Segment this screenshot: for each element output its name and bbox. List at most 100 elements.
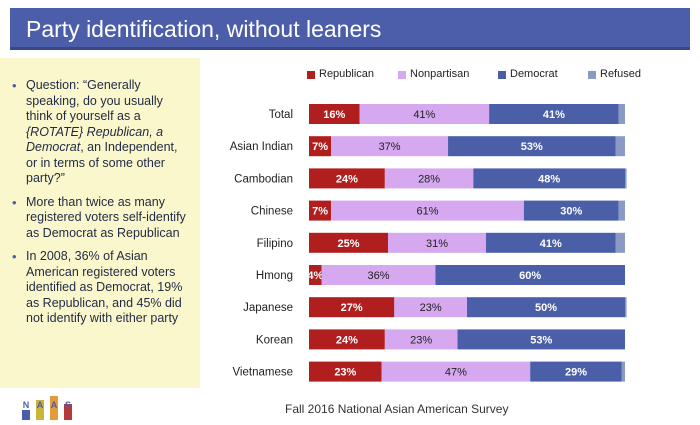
logo-bar [22,410,30,420]
note-item: Question: “Generally speaking, do you us… [12,78,192,187]
notes-panel: Question: “Generally speaking, do you us… [0,58,200,388]
data-label: 4% [307,270,323,282]
bar-segment-refused [618,200,625,221]
note-text: Question: “Generally speaking, do you us… [26,78,163,123]
note-text-italic: {ROTATE} Republican, a Democrat [26,124,164,155]
bar-segment-democrat [523,200,619,221]
bar-segment-democrat [467,297,625,318]
bar-segment-republican [309,329,385,350]
data-label: 23% [420,302,442,314]
data-label: 50% [535,302,557,314]
legend-swatch [307,71,315,79]
data-label: 48% [538,173,560,185]
bar-segment-refused [615,232,625,253]
category-label: Filipino [257,238,293,250]
bar-segment-democrat [473,168,625,189]
data-label: 24% [336,173,358,185]
note-item: More than twice as many registered voter… [12,195,192,242]
data-label: 37% [379,141,401,153]
bar-segment-democrat [485,232,616,253]
data-label: 27% [341,302,363,314]
bar-segment-refused [615,136,625,157]
logo-bar [50,396,58,420]
data-label: 23% [410,334,432,346]
data-label: 25% [337,238,359,250]
category-label: Japanese [243,302,293,314]
data-label: 30% [560,206,582,218]
bar-segment-nonpartisan [394,297,467,318]
data-label: 41% [543,109,565,121]
bar-segment-democrat [489,104,619,124]
note-text: In 2008, 36% of Asian American registere… [26,249,183,325]
bar-segment-republican [309,361,382,382]
notes-list: Question: “Generally speaking, do you us… [12,78,192,335]
category-label: Chinese [251,206,293,218]
category-label: Cambodian [234,173,293,185]
legend-label: Republican [319,68,375,80]
data-label: 16% [323,109,345,121]
source-note: Fall 2016 National Asian American Survey [285,402,509,416]
page-title: Party identification, without leaners [26,16,382,42]
note-item: In 2008, 36% of Asian American registere… [12,249,192,327]
category-label: Total [269,109,293,121]
bar-segment-republican [309,265,322,285]
note-text: More than twice as many registered voter… [26,194,186,240]
bar-segment-nonpartisan [331,200,524,221]
data-label: 24% [336,334,358,346]
legend-swatch [588,71,596,79]
bar-segment-democrat [448,136,616,157]
legend-label: Nonpartisan [410,68,470,80]
data-label: 7% [312,141,328,153]
data-label: 47% [445,367,467,379]
data-label: 53% [530,334,552,346]
data-label: 23% [334,367,356,379]
bar-segment-refused [625,297,627,318]
data-label: 28% [418,173,440,185]
data-label: 61% [416,206,438,218]
header: Party identification, without leaners [0,0,700,54]
note-text: , an Independent, or in terms of some ot… [26,140,178,185]
logo-bar [64,404,72,420]
bar-segment-nonpartisan [331,136,449,157]
legend-swatch [398,71,406,79]
data-label: 41% [540,238,562,250]
bar-segment-democrat [530,361,622,382]
bar-segment-democrat [435,265,625,285]
data-label: 53% [521,141,543,153]
category-label: Asian Indian [230,141,293,153]
legend-label: Democrat [510,68,558,80]
bar-segment-nonpartisan [359,104,490,124]
bar-segment-nonpartisan [388,232,486,253]
data-label: 36% [368,270,390,282]
data-label: 41% [413,109,435,121]
logo-letter: A [50,400,58,410]
bar-segment-republican [309,136,332,157]
category-label: Vietnamese [232,367,293,379]
bar-segment-refused [618,104,625,124]
data-label: 29% [565,367,587,379]
data-label: 60% [519,270,541,282]
logo-bar [36,400,44,420]
bar-segment-nonpartisan [321,265,436,285]
bar-segment-republican [309,168,385,189]
data-label: 31% [426,238,448,250]
bar-segment-republican [309,297,395,318]
bar-segment-nonpartisan [381,361,531,382]
legend-swatch [498,71,506,79]
logo-letter: S [64,400,71,410]
data-label: 7% [312,206,328,218]
category-label: Hmong [256,270,293,282]
bar-segment-democrat [457,329,625,350]
bar-segment-republican [309,200,332,221]
bar-segment-nonpartisan [384,329,458,350]
legend-label: Refused [600,68,641,80]
title-bar: Party identification, without leaners [10,8,690,50]
logo-letter: N [22,400,30,410]
category-label: Korean [256,334,293,346]
bar-segment-republican [309,232,388,253]
bar-segment-nonpartisan [384,168,474,189]
bar-segment-refused [621,361,625,382]
logo-letter: A [36,400,44,410]
